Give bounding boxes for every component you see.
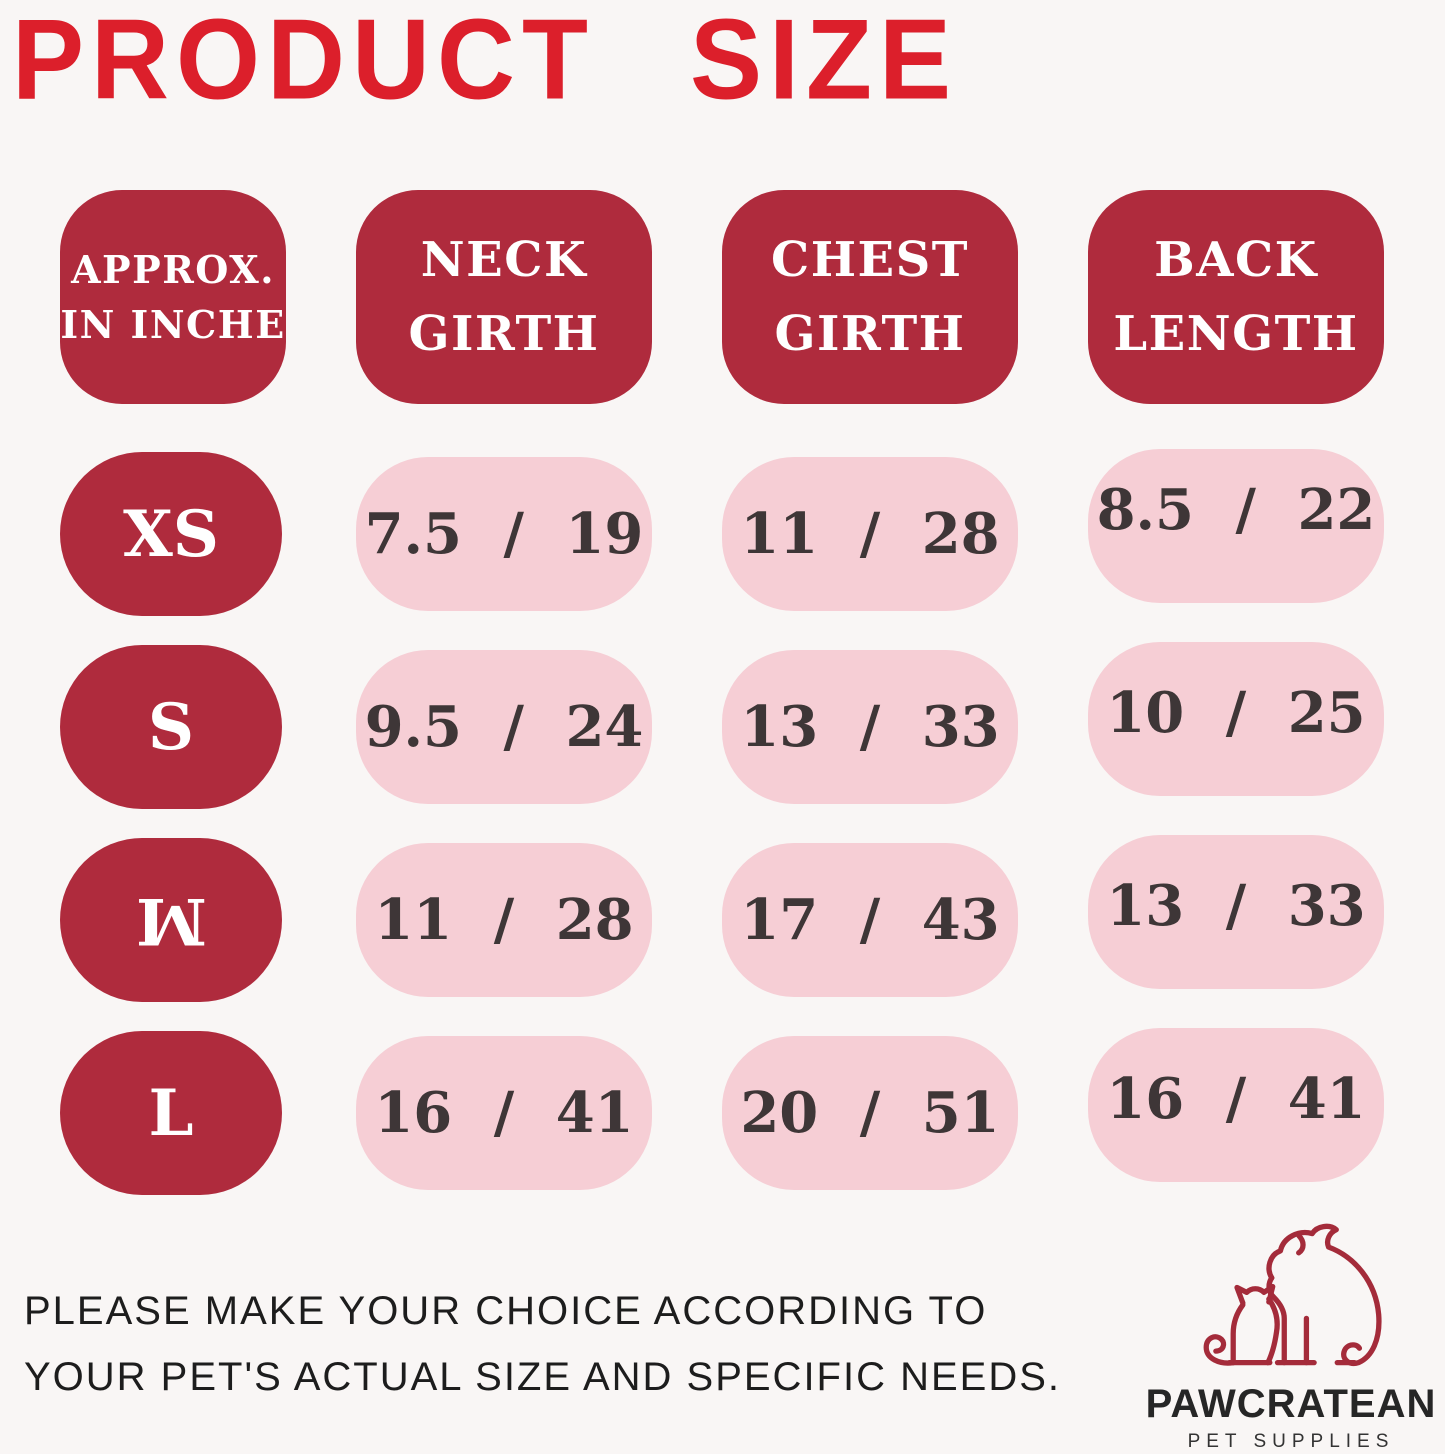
cell-xs-chest-girth: 11 / 28 [722, 457, 1018, 611]
cell-m-back-length: 13 / 33 [1088, 835, 1384, 989]
brand-logo: PAWCRATEAN PET SUPPLIES [1138, 1222, 1444, 1453]
note-line-2: YOUR PET'S ACTUAL SIZE AND SPECIFIC NEED… [24, 1355, 1062, 1399]
header-cell-back-length: BACK LENGTH [1088, 190, 1384, 404]
cell-xs-back-length: 8.5 / 22 [1088, 449, 1384, 603]
header-line: GIRTH [408, 306, 600, 362]
cell-value: 20 / 51 [740, 1080, 1000, 1146]
cell-value: 16 / 41 [1106, 1066, 1366, 1132]
cell-value: 7.5 / 19 [364, 501, 644, 567]
size-label: L [148, 1075, 194, 1151]
cell-value: 9.5 / 24 [364, 694, 644, 760]
cell-m-neck-girth: 11 / 28 [356, 843, 652, 997]
cell-value: 13 / 33 [1106, 873, 1366, 939]
cell-l-chest-girth: 20 / 51 [722, 1036, 1018, 1190]
header-line: CHEST [770, 231, 970, 288]
cell-value: 16 / 41 [374, 1080, 634, 1146]
header-line: BACK [1154, 231, 1318, 288]
cell-value: 11 / 28 [740, 501, 1000, 567]
cell-value: 17 / 43 [740, 887, 1000, 953]
size-badge-s: S [60, 645, 282, 809]
page-title: PRODUCT SIZE [12, 0, 959, 123]
cell-s-chest-girth: 13 / 33 [722, 650, 1018, 804]
note-line-1: PLEASE MAKE YOUR CHOICE ACCORDING TO [24, 1289, 988, 1333]
header-cell-neck-girth: NECK GIRTH [356, 190, 652, 404]
brand-subtitle: PET SUPPLIES [1187, 1431, 1395, 1452]
cell-value: 8.5 / 22 [1096, 477, 1376, 543]
header-line: IN INCHE [60, 302, 286, 347]
header-line: GIRTH [774, 306, 966, 362]
size-table: APPROX. IN INCHE NECK GIRTH CHEST GIRTH … [60, 190, 1384, 1195]
cell-l-neck-girth: 16 / 41 [356, 1036, 652, 1190]
cell-m-chest-girth: 17 / 43 [722, 843, 1018, 997]
size-label: S [147, 689, 195, 765]
header-cell-approx-in-inches: APPROX. IN INCHE [60, 190, 286, 404]
cell-xs-neck-girth: 7.5 / 19 [356, 457, 652, 611]
dog-and-cat-line-art-icon [1203, 1223, 1382, 1366]
cell-s-neck-girth: 9.5 / 24 [356, 650, 652, 804]
cell-l-back-length: 16 / 41 [1088, 1028, 1384, 1182]
cell-s-back-length: 10 / 25 [1088, 642, 1384, 796]
footnote: PLEASE MAKE YOUR CHOICE ACCORDING TO YOU… [24, 1278, 1061, 1410]
size-label: M [135, 882, 207, 958]
cell-value: 11 / 28 [374, 887, 634, 953]
size-badge-m: M [60, 838, 282, 1002]
cell-value: 10 / 25 [1106, 680, 1366, 746]
size-badge-l: L [60, 1031, 282, 1195]
size-badge-xs: XS [60, 452, 282, 616]
header-line: LENGTH [1113, 306, 1359, 362]
size-label: XS [123, 496, 219, 572]
header-line: NECK [420, 231, 588, 288]
header-cell-chest-girth: CHEST GIRTH [722, 190, 1018, 404]
header-line: APPROX. [71, 246, 275, 292]
cell-value: 13 / 33 [740, 694, 1000, 760]
brand-name: PAWCRATEAN [1145, 1382, 1437, 1426]
